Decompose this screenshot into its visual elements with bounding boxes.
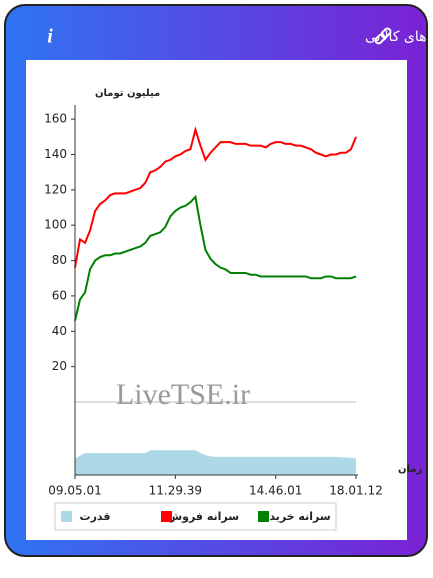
y-tick-label: 160 xyxy=(44,112,67,126)
line xyxy=(74,194,357,321)
legend-label: سرانه فروش xyxy=(167,510,239,523)
y-axis-label: میلیون تومان xyxy=(95,88,160,99)
y-tick-label: 80 xyxy=(52,253,67,267)
y-tick-label: 20 xyxy=(52,359,67,373)
legend-box xyxy=(54,502,337,531)
x-axis-label: زمان xyxy=(398,464,422,475)
legend-swatch xyxy=(258,511,269,522)
legend-swatch xyxy=(161,511,172,522)
y-tick-label: 40 xyxy=(52,324,67,338)
legend-label: سرانه خرید xyxy=(269,510,330,523)
legend-label: قدرت xyxy=(80,510,111,523)
legend-swatch xyxy=(61,511,72,522)
x-tick-label: 09.05.01 xyxy=(48,484,101,498)
y-tick-label: 120 xyxy=(44,182,67,196)
y-tick-label: 140 xyxy=(44,147,67,161)
link-icon[interactable] xyxy=(374,27,392,45)
plot: میلیون تومان زمان LiveTSE.ir 20 40 60 80 100 120… xyxy=(44,88,422,531)
x-tick-label: 11.29.39 xyxy=(149,484,202,498)
info-button[interactable]: i xyxy=(47,26,53,48)
watermark: LiveTSE.ir xyxy=(116,378,250,411)
y-tick-label: 100 xyxy=(44,218,67,232)
area xyxy=(75,450,356,475)
y-tick-label: 60 xyxy=(52,288,67,302)
x-tick-label: 18.01.12 xyxy=(329,484,382,498)
x-tick-label: 14.46.01 xyxy=(249,484,302,498)
line xyxy=(74,126,357,268)
